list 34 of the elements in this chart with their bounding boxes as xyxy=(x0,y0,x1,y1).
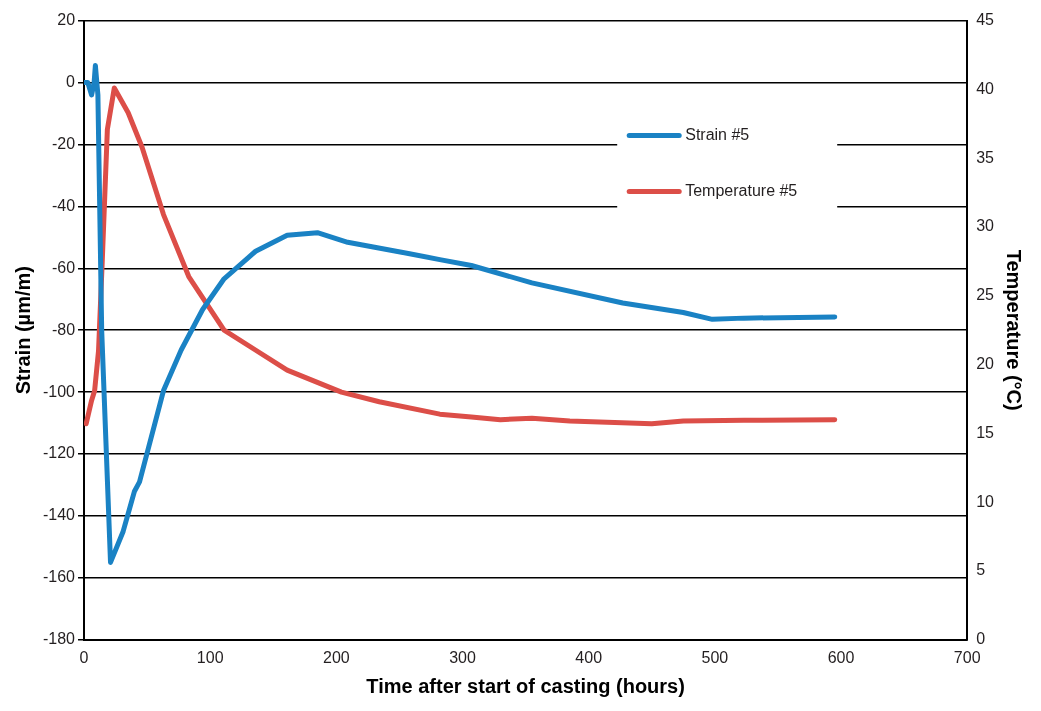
legend-label: Strain #5 xyxy=(685,126,750,144)
x-tick-label: 100 xyxy=(196,648,224,666)
y-tick-label: -40 xyxy=(51,196,76,214)
x-tick-label: 600 xyxy=(827,648,855,666)
y-tick-label: -140 xyxy=(42,506,76,524)
y2-tick-label: 15 xyxy=(976,423,995,441)
y-tick-label: -180 xyxy=(42,630,76,648)
y2-tick-label: 5 xyxy=(976,561,986,579)
y-tick-label: 20 xyxy=(57,11,76,29)
y2-tick-label: 0 xyxy=(976,630,986,648)
x-tick-label: 300 xyxy=(449,648,476,666)
y2-tick-label: 45 xyxy=(976,11,995,29)
y2-tick-label: 30 xyxy=(976,217,995,235)
y-axis-title: Strain (µm/m) xyxy=(11,266,34,395)
y-tick-label: 0 xyxy=(66,72,76,90)
y-tick-label: -60 xyxy=(51,258,76,276)
y-tick-label: -120 xyxy=(42,444,76,462)
y-tick-label: -80 xyxy=(51,320,76,338)
x-tick-label: 400 xyxy=(575,648,603,666)
x-tick-label: 200 xyxy=(323,648,350,666)
x-tick-label: 0 xyxy=(79,648,89,666)
legend-label: Temperature #5 xyxy=(685,182,798,200)
y2-axis-title: Temperature (°C) xyxy=(1003,249,1026,411)
y2-tick-label: 10 xyxy=(976,492,995,510)
y-tick-label: -100 xyxy=(42,382,76,400)
x-tick-label: 700 xyxy=(953,648,981,666)
y2-tick-label: 20 xyxy=(976,355,995,373)
x-axis-title: Time after start of casting (hours) xyxy=(366,674,685,697)
y2-tick-label: 35 xyxy=(976,148,995,166)
y2-tick-label: 25 xyxy=(976,286,995,304)
y2-tick-label: 40 xyxy=(976,79,995,97)
y-tick-label: -160 xyxy=(42,568,76,586)
y-tick-label: -20 xyxy=(51,134,76,152)
x-tick-label: 500 xyxy=(701,648,729,666)
